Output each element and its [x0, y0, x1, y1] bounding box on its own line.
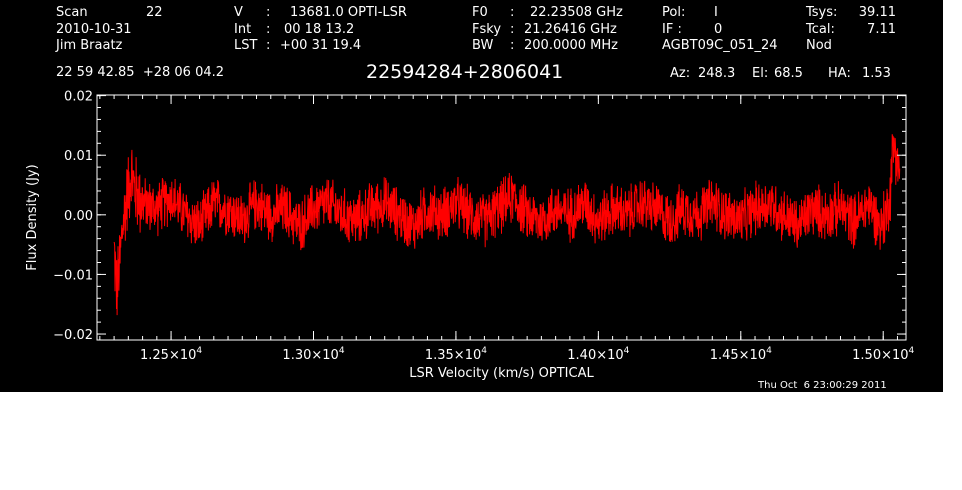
spectrum-chart: −0.02 −0.01 0.00 0.01 0.02 1.25×104 1.30×104 1.… — [25, 90, 915, 381]
v-label: V — [234, 5, 243, 20]
int-sep: : — [266, 22, 271, 37]
x-tick-label: 1.35×104 — [425, 346, 487, 363]
axes-frame — [96, 94, 907, 341]
el-value: 68.5 — [774, 66, 803, 81]
tsys-value: 39.11 — [858, 5, 896, 20]
v-value: 13681.0 OPTI-LSR — [290, 5, 407, 20]
coordinates: 22 59 42.85 +28 06 04.2 — [56, 65, 225, 80]
tcal-label: Tcal: — [806, 22, 835, 37]
bw-label: BW — [472, 38, 494, 53]
scan-value: 22 — [146, 5, 163, 20]
y-tick-label: 0.02 — [64, 90, 93, 105]
tcal-value: 7.11 — [867, 22, 896, 37]
y-tick-label: −0.01 — [53, 268, 93, 283]
az-value: 248.3 — [698, 66, 736, 81]
x-tick-label: 1.25×104 — [140, 346, 202, 363]
observer: Jim Braatz — [56, 38, 123, 53]
az-label: Az: — [670, 66, 691, 81]
pol-value: I — [714, 5, 718, 20]
fsky-value: 21.26416 GHz — [524, 22, 617, 37]
f0-sep: : — [510, 5, 515, 20]
ha-value: 1.53 — [862, 66, 891, 81]
proc-name: Nod — [806, 38, 832, 53]
plot-panel: Scan 22 V : 13681.0 OPTI-LSR F0 : 22.235… — [0, 0, 943, 392]
x-tick-label: 1.45×104 — [710, 346, 772, 363]
int-value: 00 18 13.2 — [284, 22, 355, 37]
int-label: Int — [234, 22, 252, 37]
lst-value: +00 31 19.4 — [280, 38, 362, 53]
project-id: AGBT09C_051_24 — [662, 38, 778, 53]
x-tick-label: 1.50×104 — [852, 346, 914, 363]
x-tick-label: 1.40×104 — [567, 346, 629, 363]
y-tick-label: −0.02 — [53, 328, 93, 343]
x-axis-label: LSR Velocity (km/s) OPTICAL — [409, 366, 594, 381]
scan-label: Scan — [56, 5, 88, 20]
footer-timestamp: Thu Oct 6 23:00:29 2011 — [758, 380, 887, 391]
fsky-label: Fsky — [472, 22, 502, 37]
y-tick-label: 0.01 — [64, 149, 93, 164]
spectrum-trace — [113, 134, 901, 316]
x-tick-label: 1.30×104 — [282, 346, 344, 363]
lst-sep: : — [266, 38, 271, 53]
if-label: IF : — [662, 22, 682, 37]
bw-value: 200.0000 MHz — [524, 38, 618, 53]
lst-label: LST — [234, 38, 258, 53]
tsys-label: Tsys: — [806, 5, 838, 20]
bw-sep: : — [510, 38, 515, 53]
f0-value: 22.23508 GHz — [530, 5, 623, 20]
ha-label: HA: — [828, 66, 851, 81]
f0-label: F0 — [472, 5, 488, 20]
y-tick-label: 0.00 — [64, 209, 93, 224]
el-label: El: — [752, 66, 769, 81]
date: 2010-10-31 — [56, 22, 132, 37]
if-value: 0 — [714, 22, 723, 37]
source-name: 22594284+2806041 — [366, 61, 564, 83]
v-sep: : — [266, 5, 271, 20]
fsky-sep: : — [510, 22, 515, 37]
y-axis-label: Flux Density (Jy) — [25, 164, 40, 270]
pol-label: Pol: — [662, 5, 686, 20]
